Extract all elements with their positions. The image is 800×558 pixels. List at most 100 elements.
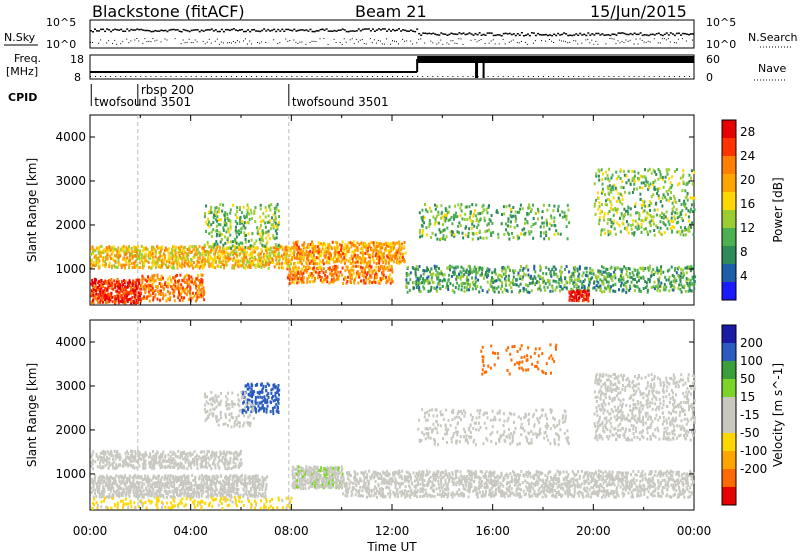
range-gate-cell bbox=[317, 276, 319, 279]
range-gate-cell bbox=[140, 288, 142, 291]
range-gate-cell bbox=[248, 213, 250, 216]
noise-sky-point bbox=[607, 34, 609, 36]
range-gate-cell bbox=[204, 215, 206, 218]
range-gate-cell bbox=[347, 241, 349, 244]
range-gate-cell bbox=[282, 267, 284, 270]
range-gate-cell bbox=[269, 252, 271, 255]
range-gate-cell bbox=[503, 213, 505, 216]
range-gate-cell bbox=[401, 243, 403, 246]
noise-search-point bbox=[136, 38, 137, 39]
range-gate-cell bbox=[614, 273, 616, 276]
noise-sky-point bbox=[521, 32, 523, 34]
noise-search-point bbox=[404, 41, 405, 42]
range-gate-cell bbox=[312, 274, 314, 277]
noise-sky-point bbox=[249, 31, 251, 33]
noise-sky-point bbox=[499, 34, 501, 36]
noise-search-point bbox=[475, 39, 476, 40]
noise-sky-point bbox=[159, 30, 161, 32]
range-gate-cell bbox=[171, 489, 173, 492]
range-gate-cell bbox=[607, 230, 609, 233]
range-gate-cell bbox=[209, 245, 211, 248]
noise-search-point bbox=[461, 38, 462, 39]
range-gate-cell bbox=[148, 261, 150, 264]
range-gate-cell bbox=[621, 212, 623, 215]
range-gate-cell bbox=[519, 269, 521, 272]
range-gate-cell bbox=[210, 206, 212, 209]
noise-search-point bbox=[243, 40, 244, 41]
noise-sky-point bbox=[563, 32, 565, 34]
range-gate-cell bbox=[230, 220, 232, 223]
range-gate-cell bbox=[336, 241, 338, 244]
range-gate-cell bbox=[161, 283, 163, 286]
range-gate-cell bbox=[657, 284, 659, 287]
range-gate-cell bbox=[194, 280, 196, 283]
noise-search-point bbox=[595, 41, 596, 42]
range-gate-cell bbox=[223, 229, 225, 232]
range-gate-cell bbox=[431, 276, 433, 279]
range-gate-cell bbox=[516, 283, 518, 286]
noise-sky-point bbox=[585, 35, 587, 37]
noise-search-point bbox=[344, 38, 345, 39]
noise-search-point bbox=[316, 41, 317, 42]
range-gate-cell bbox=[543, 237, 545, 240]
range-gate-cell bbox=[496, 279, 498, 282]
range-gate-cell bbox=[400, 252, 402, 255]
nave-point bbox=[357, 76, 358, 77]
range-gate-cell bbox=[487, 211, 489, 214]
nave-point bbox=[246, 76, 247, 77]
noise-sky-point bbox=[384, 28, 386, 30]
range-gate-cell bbox=[650, 202, 652, 205]
range-gate-cell bbox=[468, 227, 470, 230]
range-gate-cell bbox=[306, 280, 308, 283]
range-gate-cell bbox=[598, 201, 600, 204]
range-gate-cell bbox=[677, 221, 679, 224]
noise-sky-point bbox=[519, 35, 521, 37]
range-gate-cell bbox=[131, 300, 133, 303]
range-gate-cell bbox=[690, 196, 692, 199]
range-gate-cell bbox=[149, 251, 151, 254]
range-gate-cell bbox=[595, 199, 597, 202]
noise-search-point bbox=[233, 41, 234, 42]
range-gate-cell bbox=[558, 282, 560, 285]
range-gate-cell bbox=[253, 210, 255, 213]
noise-sky-point bbox=[106, 28, 108, 30]
range-gate-cell bbox=[376, 245, 378, 248]
noise-sky-point bbox=[595, 33, 597, 35]
noise-sky-point bbox=[664, 34, 666, 36]
noise-sky-point bbox=[418, 33, 420, 35]
noise-sky-point bbox=[346, 31, 348, 33]
range-gate-cell bbox=[139, 258, 141, 261]
range-gate-cell bbox=[612, 290, 614, 293]
range-gate-cell bbox=[640, 175, 642, 178]
range-gate-cell bbox=[598, 168, 600, 171]
range-gate-cell bbox=[660, 227, 662, 230]
range-gate-cell bbox=[324, 244, 326, 247]
noise-search-point bbox=[257, 42, 258, 43]
range-gate-cell bbox=[271, 250, 273, 253]
range-gate-cell bbox=[576, 299, 578, 302]
noise-sky-point bbox=[672, 33, 674, 35]
range-gate-cell bbox=[314, 280, 316, 283]
range-gate-cell bbox=[236, 222, 238, 225]
range-gate-cell bbox=[505, 223, 507, 226]
range-gate-cell bbox=[545, 282, 547, 285]
range-gate-cell bbox=[314, 277, 316, 280]
range-gate-cell bbox=[621, 282, 623, 285]
range-gate-cell bbox=[679, 288, 681, 291]
range-gate-cell bbox=[634, 175, 636, 178]
y-tick-label: 3000 bbox=[55, 174, 86, 188]
range-gate-cell bbox=[408, 282, 410, 285]
range-gate-cell bbox=[118, 479, 120, 482]
noise-sky-point bbox=[630, 33, 632, 35]
range-gate-cell bbox=[527, 291, 529, 294]
range-gate-cell bbox=[498, 236, 500, 239]
range-gate-cell bbox=[503, 205, 505, 208]
range-gate-cell bbox=[676, 271, 678, 274]
range-gate-cell bbox=[173, 245, 175, 248]
range-gate-cell bbox=[138, 279, 140, 282]
range-gate-cell bbox=[670, 197, 672, 200]
nave-point bbox=[226, 76, 227, 77]
range-gate-cell bbox=[90, 263, 92, 266]
range-gate-cell bbox=[610, 200, 612, 203]
noise-sky-point bbox=[179, 31, 181, 33]
